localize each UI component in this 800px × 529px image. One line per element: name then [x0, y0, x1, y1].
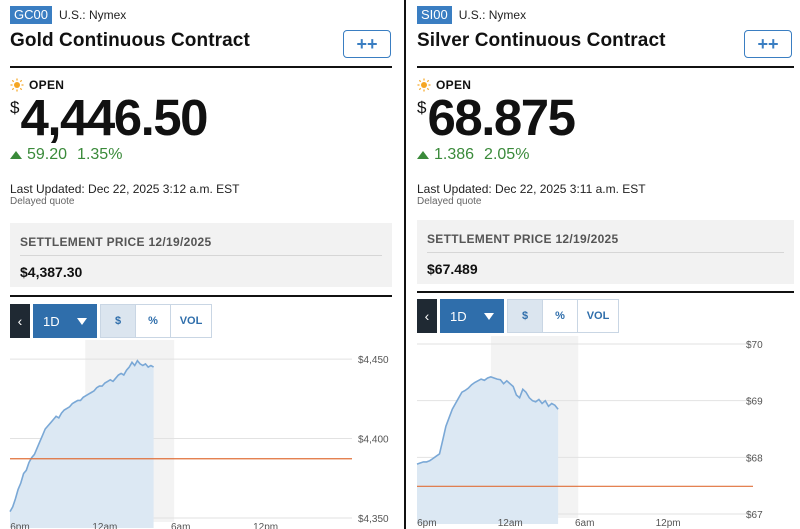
gold-quote-panel: GC00 U.S.: Nymex Gold Continuous Contrac…: [0, 6, 404, 529]
up-arrow-icon: [10, 151, 22, 159]
change-value: 1.386: [434, 146, 475, 163]
exchange-label: U.S.: Nymex: [58, 8, 127, 22]
chart-back-button[interactable]: ‹: [417, 299, 437, 333]
settlement-box: SETTLEMENT PRICE 12/19/2025 $4,387.30: [10, 223, 392, 287]
currency-symbol: $: [417, 98, 427, 117]
change-percent: 2.05%: [484, 146, 530, 163]
plus-icon: ++: [757, 33, 779, 54]
x-tick-label: 6pm: [10, 522, 29, 529]
market-status: OPEN: [10, 78, 64, 92]
ticker-row: GC00 U.S.: Nymex: [10, 6, 126, 24]
ticker-row: SI00 U.S.: Nymex: [417, 6, 526, 24]
percent-toggle[interactable]: %: [135, 304, 171, 338]
price-area: [417, 376, 559, 524]
x-tick-label: 12am: [498, 518, 523, 529]
x-tick-label: 12pm: [656, 518, 681, 529]
y-tick-label: $69: [746, 397, 763, 408]
last-price: 68.875: [427, 89, 576, 146]
range-value: 1D: [43, 313, 60, 329]
volume-toggle[interactable]: VOL: [170, 304, 212, 338]
range-value: 1D: [450, 308, 467, 324]
status-text: OPEN: [29, 78, 65, 92]
price-area: [10, 360, 154, 528]
plus-icon: ++: [356, 33, 378, 54]
ticker-badge[interactable]: GC00: [10, 6, 52, 24]
price-line: [9, 359, 155, 512]
y-tick-label: $67: [746, 510, 763, 521]
settlement-label: SETTLEMENT PRICE 12/19/2025: [427, 232, 619, 246]
settlement-label: SETTLEMENT PRICE 12/19/2025: [20, 235, 212, 249]
price-change: 59.20 1.35%: [10, 146, 122, 164]
follow-button[interactable]: ++: [343, 30, 391, 58]
x-tick-label: 6pm: [417, 518, 436, 529]
status-text: OPEN: [436, 78, 472, 92]
ticker-badge[interactable]: SI00: [417, 6, 452, 24]
delayed-quote-note: Delayed quote: [417, 196, 482, 207]
delayed-quote-note: Delayed quote: [10, 196, 75, 207]
panel-divider: [403, 0, 406, 529]
range-select[interactable]: 1D: [33, 304, 97, 338]
price-chart[interactable]: $4,450 $4,400 $4,350 6pm 12am 6am 12pm: [0, 340, 404, 529]
chevron-down-icon: [484, 312, 494, 320]
header-rule: [10, 66, 392, 68]
dollar-toggle[interactable]: $: [100, 304, 136, 338]
percent-toggle[interactable]: %: [542, 299, 578, 333]
x-tick-label: 12pm: [253, 522, 278, 529]
follow-button[interactable]: ++: [744, 30, 792, 58]
dollar-toggle[interactable]: $: [507, 299, 543, 333]
y-tick-label: $4,350: [358, 514, 389, 525]
price-line: [416, 376, 559, 465]
y-tick-label: $70: [746, 340, 763, 351]
y-tick-label: $68: [746, 453, 763, 464]
up-arrow-icon: [417, 151, 429, 159]
change-percent: 1.35%: [77, 146, 123, 163]
price-change: 1.386 2.05%: [417, 146, 529, 164]
settlement-value: $67.489: [427, 261, 478, 277]
chart-rule: [10, 295, 392, 297]
change-value: 59.20: [27, 146, 68, 163]
header-rule: [417, 66, 794, 68]
price-display: $ 68.875: [417, 89, 576, 146]
x-tick-label: 12am: [92, 522, 117, 529]
y-tick-label: $4,400: [358, 435, 389, 446]
sun-icon: [417, 78, 431, 92]
price-chart[interactable]: $70 $69 $68 $67 6pm 12am 6am 12pm: [407, 336, 800, 529]
chart-toolbar: ‹ 1D $ % VOL: [10, 304, 212, 338]
chart-rule: [417, 291, 794, 293]
settlement-rule: [20, 255, 382, 256]
volume-toggle[interactable]: VOL: [577, 299, 619, 333]
y-tick-label: $4,450: [358, 355, 389, 366]
last-price: 4,446.50: [20, 89, 208, 146]
last-updated: Last Updated: Dec 22, 2025 3:12 a.m. EST: [10, 182, 240, 196]
x-tick-label: 6am: [171, 522, 190, 529]
price-display: $ 4,446.50: [10, 89, 208, 146]
settlement-box: SETTLEMENT PRICE 12/19/2025 $67.489: [417, 220, 794, 284]
currency-symbol: $: [10, 98, 20, 117]
instrument-name: Gold Continuous Contract: [10, 30, 250, 51]
settlement-value: $4,387.30: [20, 264, 83, 280]
chevron-down-icon: [77, 317, 87, 325]
range-select[interactable]: 1D: [440, 299, 504, 333]
x-tick-label: 6am: [575, 518, 594, 529]
chart-toolbar: ‹ 1D $ % VOL: [417, 299, 619, 333]
market-status: OPEN: [417, 78, 471, 92]
chart-back-button[interactable]: ‹: [10, 304, 30, 338]
silver-quote-panel: SI00 U.S.: Nymex Silver Continuous Contr…: [407, 0, 800, 529]
last-updated: Last Updated: Dec 22, 2025 3:11 a.m. EST: [417, 182, 646, 196]
instrument-name: Silver Continuous Contract: [417, 30, 666, 51]
settlement-rule: [427, 252, 784, 253]
sun-icon: [10, 78, 24, 92]
exchange-label: U.S.: Nymex: [458, 8, 527, 22]
